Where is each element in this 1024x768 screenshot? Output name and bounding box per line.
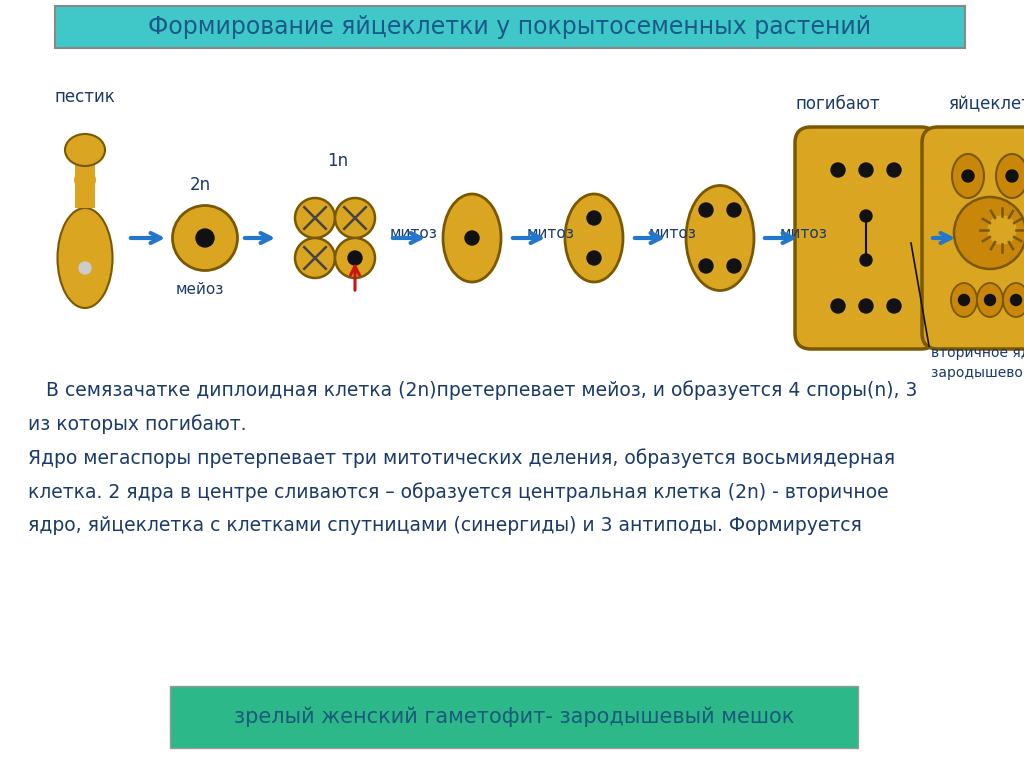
Ellipse shape (565, 194, 623, 282)
Circle shape (1006, 170, 1018, 182)
FancyBboxPatch shape (55, 6, 965, 48)
Ellipse shape (335, 238, 375, 278)
Ellipse shape (172, 206, 238, 270)
Ellipse shape (996, 154, 1024, 198)
Text: ядро, яйцеклетка с клетками спутницами (синергиды) и 3 антиподы. Формируется: ядро, яйцеклетка с клетками спутницами (… (28, 516, 862, 535)
Ellipse shape (74, 170, 96, 190)
Circle shape (699, 203, 713, 217)
Circle shape (196, 229, 214, 247)
Text: митоз: митоз (649, 227, 697, 241)
Text: митоз: митоз (780, 227, 827, 241)
Circle shape (859, 299, 873, 313)
Text: яйцеклетка: яйцеклетка (948, 95, 1024, 113)
Ellipse shape (65, 134, 105, 166)
Circle shape (831, 299, 845, 313)
Ellipse shape (443, 194, 501, 282)
Text: зрелый женский гаметофит- зародышевый мешок: зрелый женский гаметофит- зародышевый ме… (233, 707, 795, 727)
Ellipse shape (335, 198, 375, 238)
Circle shape (699, 259, 713, 273)
Text: митоз: митоз (390, 227, 438, 241)
Ellipse shape (954, 197, 1024, 269)
Circle shape (1011, 294, 1022, 306)
Ellipse shape (951, 283, 977, 317)
Text: митоз: митоз (527, 227, 574, 241)
FancyBboxPatch shape (170, 686, 858, 748)
Text: клетка. 2 ядра в центре сливаются – образуется центральная клетка (2n) - вторичн: клетка. 2 ядра в центре сливаются – обра… (28, 482, 889, 502)
Circle shape (860, 254, 872, 266)
Circle shape (587, 251, 601, 265)
Text: Формирование яйцеклетки у покрытосеменных растений: Формирование яйцеклетки у покрытосеменны… (148, 15, 871, 39)
Circle shape (465, 231, 479, 245)
FancyBboxPatch shape (795, 127, 937, 349)
Text: 1n: 1n (328, 152, 348, 170)
Circle shape (984, 294, 995, 306)
Text: мейоз: мейоз (176, 282, 224, 297)
Text: пестик: пестик (54, 88, 116, 106)
Circle shape (727, 203, 741, 217)
Ellipse shape (295, 198, 335, 238)
Text: вторичное ядро: вторичное ядро (931, 346, 1024, 360)
Text: из которых погибают.: из которых погибают. (28, 414, 247, 434)
Text: В семязачатке диплоидная клетка (2n)претерпевает мейоз, и образуется 4 споры(n),: В семязачатке диплоидная клетка (2n)прет… (28, 380, 918, 399)
Ellipse shape (57, 208, 113, 308)
Circle shape (988, 216, 1016, 244)
Text: 2n: 2n (189, 176, 211, 194)
Circle shape (79, 262, 91, 274)
Circle shape (958, 294, 970, 306)
Ellipse shape (1002, 283, 1024, 317)
Text: погибают: погибают (796, 95, 881, 113)
Ellipse shape (686, 186, 754, 290)
Circle shape (887, 299, 901, 313)
Circle shape (727, 259, 741, 273)
Circle shape (859, 163, 873, 177)
Circle shape (831, 163, 845, 177)
Circle shape (860, 210, 872, 222)
Ellipse shape (295, 238, 335, 278)
Text: Ядро мегаспоры претерпевает три митотических деления, образуется восьмиядерная: Ядро мегаспоры претерпевает три митотиче… (28, 448, 895, 468)
FancyBboxPatch shape (922, 127, 1024, 349)
Circle shape (587, 211, 601, 225)
Ellipse shape (977, 283, 1002, 317)
Ellipse shape (952, 154, 984, 198)
Text: зародышевого мешка: зародышевого мешка (931, 366, 1024, 380)
Circle shape (887, 163, 901, 177)
Circle shape (962, 170, 974, 182)
FancyBboxPatch shape (75, 153, 95, 208)
Circle shape (348, 251, 362, 265)
